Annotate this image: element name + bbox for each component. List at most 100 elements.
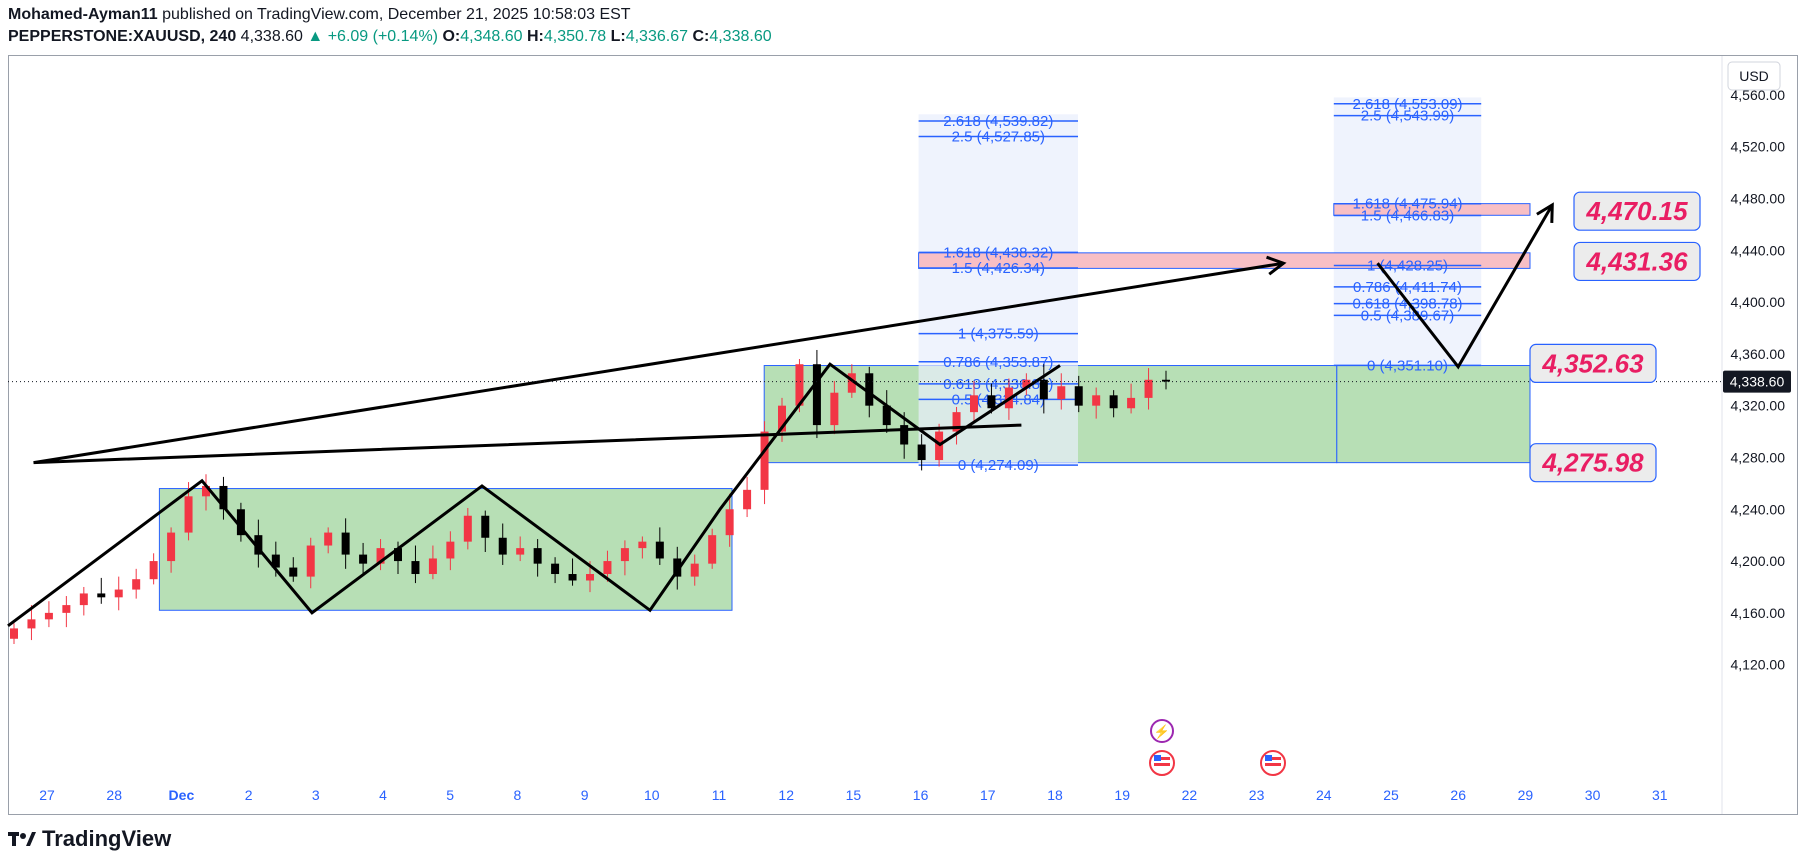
candle-body (830, 392, 839, 426)
brand-name: TradingView (42, 826, 172, 851)
candle-body (1144, 379, 1153, 398)
x-tick-label: 22 (1182, 787, 1198, 803)
candle-body (1057, 386, 1066, 400)
flag-stripe (1265, 757, 1281, 760)
candle-body (812, 364, 821, 426)
fib-left-background (918, 114, 1078, 466)
candle-body (847, 373, 856, 393)
candle-body (114, 589, 123, 598)
x-tick-label: 19 (1114, 787, 1130, 803)
fib-left-level-label: 1.5 (4,426.34) (952, 260, 1045, 277)
x-tick-label: 23 (1249, 787, 1265, 803)
candle-body (1074, 386, 1083, 406)
open-value: 4,348.60 (460, 28, 523, 45)
candle-body (1162, 379, 1170, 382)
x-tick-label: 11 (712, 787, 727, 803)
y-tick-label: 4,480.00 (1731, 190, 1786, 206)
fib-right-level-label: 1.618 (4,475.94) (1352, 196, 1462, 213)
price-tag-label: 4,470.15 (1585, 196, 1688, 226)
symbol-bar: PEPPERSTONE:XAUUSD, 240 4,338.60 ▲ +6.09… (8, 28, 772, 46)
x-tick-label: 3 (312, 787, 320, 803)
candle-body (289, 567, 298, 577)
candle-body (254, 535, 263, 555)
candle-body (1039, 379, 1048, 400)
candle-body (586, 574, 594, 581)
x-tick-label: 26 (1450, 787, 1466, 803)
projection-path-2-arrowhead (1536, 202, 1554, 223)
candle-body (865, 373, 874, 406)
candle-body (498, 537, 507, 555)
x-tick-label: 27 (39, 787, 55, 803)
tradingview-logo-icon (8, 832, 36, 846)
candle-body (79, 593, 88, 606)
fib-right-level-label: 1 (4,428.25) (1367, 257, 1448, 274)
x-tick-label: 17 (980, 787, 996, 803)
candle-body (271, 554, 280, 568)
projection-path-2 (1376, 204, 1554, 370)
open-label: O: (442, 28, 461, 45)
candle-body (62, 605, 71, 613)
candle-body (394, 548, 402, 562)
y-tick-label: 4,120.00 (1731, 657, 1786, 673)
y-tick-label: 4,400.00 (1731, 294, 1786, 310)
candle-body (795, 364, 804, 406)
candle-body (306, 545, 315, 577)
published-text: published on TradingView.com, December 2… (162, 6, 631, 23)
candle-body (568, 574, 577, 581)
price-tag-target (1573, 241, 1701, 282)
candle-body (900, 425, 909, 445)
y-tick-label: 4,560.00 (1731, 87, 1786, 103)
x-tick-label: 10 (644, 787, 660, 803)
price-tag-label: 4,431.36 (1585, 246, 1688, 276)
x-tick-label: Dec (169, 787, 195, 803)
last-price: 4,338.60 (240, 28, 303, 45)
low-value: 4,336.67 (625, 28, 688, 45)
candle-body (132, 579, 141, 590)
y-tick-label: 4,320.00 (1731, 398, 1786, 414)
symbol-name[interactable]: PEPPERSTONE:XAUUSD, 240 (8, 28, 237, 45)
fib-right-level-label: 0.786 (4,411.74) (1353, 279, 1462, 296)
candle-body (516, 548, 525, 555)
projection-path-1-arrowhead (1266, 255, 1287, 276)
current-price-label: 4,338.60 (1730, 374, 1785, 390)
fib-right-level-label: 2.618 (4,553.09) (1352, 96, 1462, 113)
candle-body (603, 561, 612, 575)
x-tick-label: 16 (913, 787, 929, 803)
fib-left-level-label: 1.618 (4,438.32) (943, 244, 1053, 261)
y-tick-label: 4,200.00 (1731, 553, 1786, 569)
fib-right-background (1333, 97, 1482, 366)
flag-canton (1265, 755, 1272, 761)
candle-body (952, 412, 961, 432)
candle-body (1127, 397, 1136, 409)
author-name[interactable]: Mohamed-Ayman11 (8, 6, 158, 23)
currency-badge[interactable] (1727, 61, 1781, 91)
lightning-event-icon[interactable] (1150, 719, 1174, 743)
up-arrow-icon: ▲ (307, 28, 324, 45)
x-tick-label: 18 (1047, 787, 1063, 803)
flag-stripe (1265, 763, 1281, 766)
price-tag-label: 4,352.63 (1541, 348, 1644, 378)
candle-body (690, 563, 699, 577)
candle-body (184, 496, 193, 533)
currency-label: USD (1739, 68, 1769, 84)
y-tick-label: 4,360.00 (1731, 346, 1786, 362)
fib-left-level-label: 2.618 (4,539.82) (943, 113, 1053, 130)
candle-body (341, 532, 350, 555)
price-tag-zone (1529, 443, 1657, 483)
lightning-glyph: ⚡ (1154, 724, 1170, 740)
candle-body (987, 395, 996, 409)
flag-stripe (1154, 763, 1170, 766)
candle-body (778, 405, 786, 432)
x-tick-label: 9 (581, 787, 589, 803)
range-zone-1 (158, 488, 733, 611)
fib-left-level-label: 1 (4,375.59) (958, 326, 1039, 343)
tradingview-brand[interactable]: TradingView (8, 826, 171, 852)
publish-info: Mohamed-Ayman11 published on TradingView… (8, 6, 631, 24)
candle-body (10, 628, 18, 639)
candle-body (44, 612, 53, 620)
x-tick-label: 30 (1585, 787, 1601, 803)
candle-body (219, 485, 228, 510)
fib-right-level-label: 0 (4,351.10) (1367, 357, 1448, 374)
x-tick-label: 15 (846, 787, 862, 803)
